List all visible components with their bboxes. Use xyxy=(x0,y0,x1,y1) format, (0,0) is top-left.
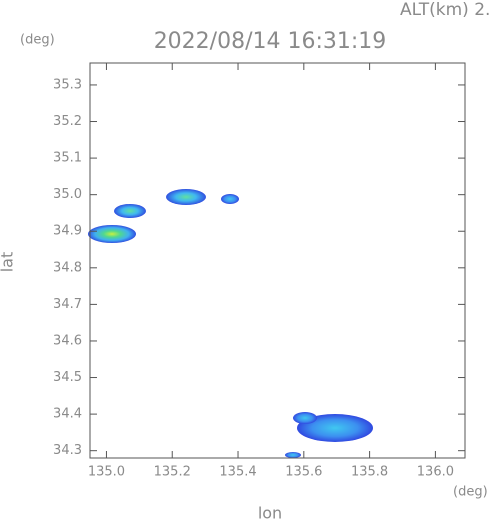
x-axis-label: lon xyxy=(258,504,282,521)
x-tick-label: 135.8 xyxy=(351,465,388,480)
y-tick-label: 34.6 xyxy=(53,333,82,348)
plot-frame xyxy=(89,62,466,459)
echo xyxy=(166,189,206,205)
y-tick-label: 34.4 xyxy=(53,407,82,422)
echo xyxy=(297,414,373,442)
x-unit: (deg) xyxy=(453,485,488,500)
echo xyxy=(293,412,317,424)
y-unit: (deg) xyxy=(20,33,55,48)
echo xyxy=(221,194,239,204)
echo xyxy=(88,225,136,243)
y-tick-label: 34.9 xyxy=(53,224,82,239)
echo xyxy=(114,204,146,218)
x-tick-label: 135.2 xyxy=(154,465,191,480)
y-tick-label: 34.5 xyxy=(53,370,82,385)
x-tick-label: 135.4 xyxy=(219,465,256,480)
altitude-label: ALT(km) 2.0 xyxy=(400,0,491,20)
y-tick-label: 35.0 xyxy=(53,187,82,202)
y-axis-label: lat xyxy=(0,252,17,273)
chart-title: 2022/08/14 16:31:19 xyxy=(154,29,387,54)
x-tick-label: 136.0 xyxy=(417,465,454,480)
y-tick-label: 34.3 xyxy=(53,443,82,458)
x-tick-label: 135.0 xyxy=(88,465,125,480)
x-tick-label: 135.6 xyxy=(285,465,322,480)
y-tick-label: 35.1 xyxy=(53,151,82,166)
y-tick-label: 34.7 xyxy=(53,297,82,312)
echoes xyxy=(88,189,373,458)
y-tick-label: 34.8 xyxy=(53,260,82,275)
y-tick-label: 35.3 xyxy=(53,77,82,92)
y-tick-label: 35.2 xyxy=(53,114,82,129)
echo xyxy=(285,452,301,458)
